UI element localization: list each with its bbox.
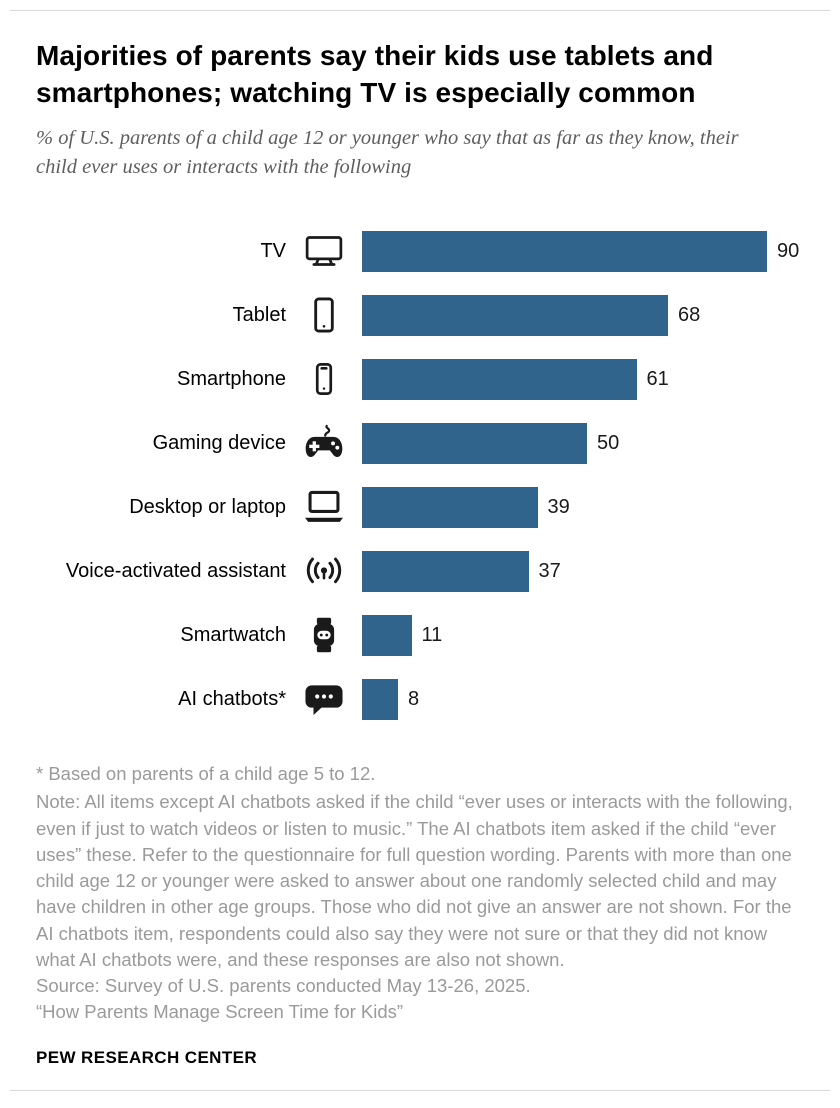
bar-chart: TV 90 Tablet 68 [36,219,804,731]
page-subtitle: % of U.S. parents of a child age 12 or y… [36,127,739,178]
bar-cell: 50 [362,422,804,464]
value-label: 11 [421,623,443,646]
laptop-icon [286,488,362,526]
value-label: 90 [777,239,800,262]
bar-cell: 90 [362,230,804,272]
bar-cell: 11 [362,614,804,656]
top-divider [10,10,830,11]
bar [362,678,398,720]
asterisk-footnote: * Based on parents of a child age 5 to 1… [36,763,376,785]
value-label: 61 [646,367,669,390]
value-label: 8 [408,687,420,710]
category-label: TV [260,239,286,262]
bar-row: Gaming device 50 [36,411,804,475]
smartphone-icon [286,361,362,397]
bar [362,422,587,464]
bar-cell: 68 [362,294,804,336]
category-label: AI chatbots* [178,687,286,710]
chat-bubble-icon [286,680,362,718]
bar-cell: 61 [362,358,804,400]
tv-icon [286,233,362,269]
bottom-divider [10,1089,830,1091]
gamepad-icon [286,423,362,463]
note-text: Note: All items except AI chatbots asked… [36,791,793,970]
bar [362,550,529,592]
bar-row: Tablet 68 [36,283,804,347]
bar [362,230,767,272]
bar-row: Smartwatch 11 [36,603,804,667]
smartwatch-icon [286,615,362,655]
category-label: Voice-activated assistant [65,559,286,582]
value-label: 37 [538,559,561,582]
bar [362,486,538,528]
value-label: 68 [678,303,701,326]
report-title: “How Parents Manage Screen Time for Kids… [36,1001,404,1023]
voice-assistant-icon [286,552,362,590]
tablet-icon [286,296,362,334]
bar-row: TV 90 [36,219,804,283]
bar-cell: 39 [362,486,804,528]
category-label: Desktop or laptop [129,495,286,518]
bar [362,614,412,656]
category-label: Tablet [232,303,286,326]
page-title: Majorities of parents say their kids use… [36,40,714,109]
brand-label: PEW RESEARCH CENTER [36,1047,258,1067]
bar-row: Desktop or laptop 39 [36,475,804,539]
bar-row: Smartphone 61 [36,347,804,411]
bar-cell: 8 [362,678,804,720]
value-label: 39 [547,495,570,518]
bar [362,294,668,336]
value-label: 50 [597,431,620,454]
bar-row: AI chatbots* 8 [36,667,804,731]
page: Majorities of parents say their kids use… [0,37,840,1068]
bar-cell: 37 [362,550,804,592]
bar-row: Voice-activated assistant 37 [36,539,804,603]
footer: * Based on parents of a child age 5 to 1… [36,761,804,1068]
category-label: Smartphone [177,367,286,390]
category-label: Gaming device [152,431,286,454]
category-label: Smartwatch [180,623,286,646]
source-text: Source: Survey of U.S. parents conducted… [36,975,531,997]
bar [362,358,637,400]
